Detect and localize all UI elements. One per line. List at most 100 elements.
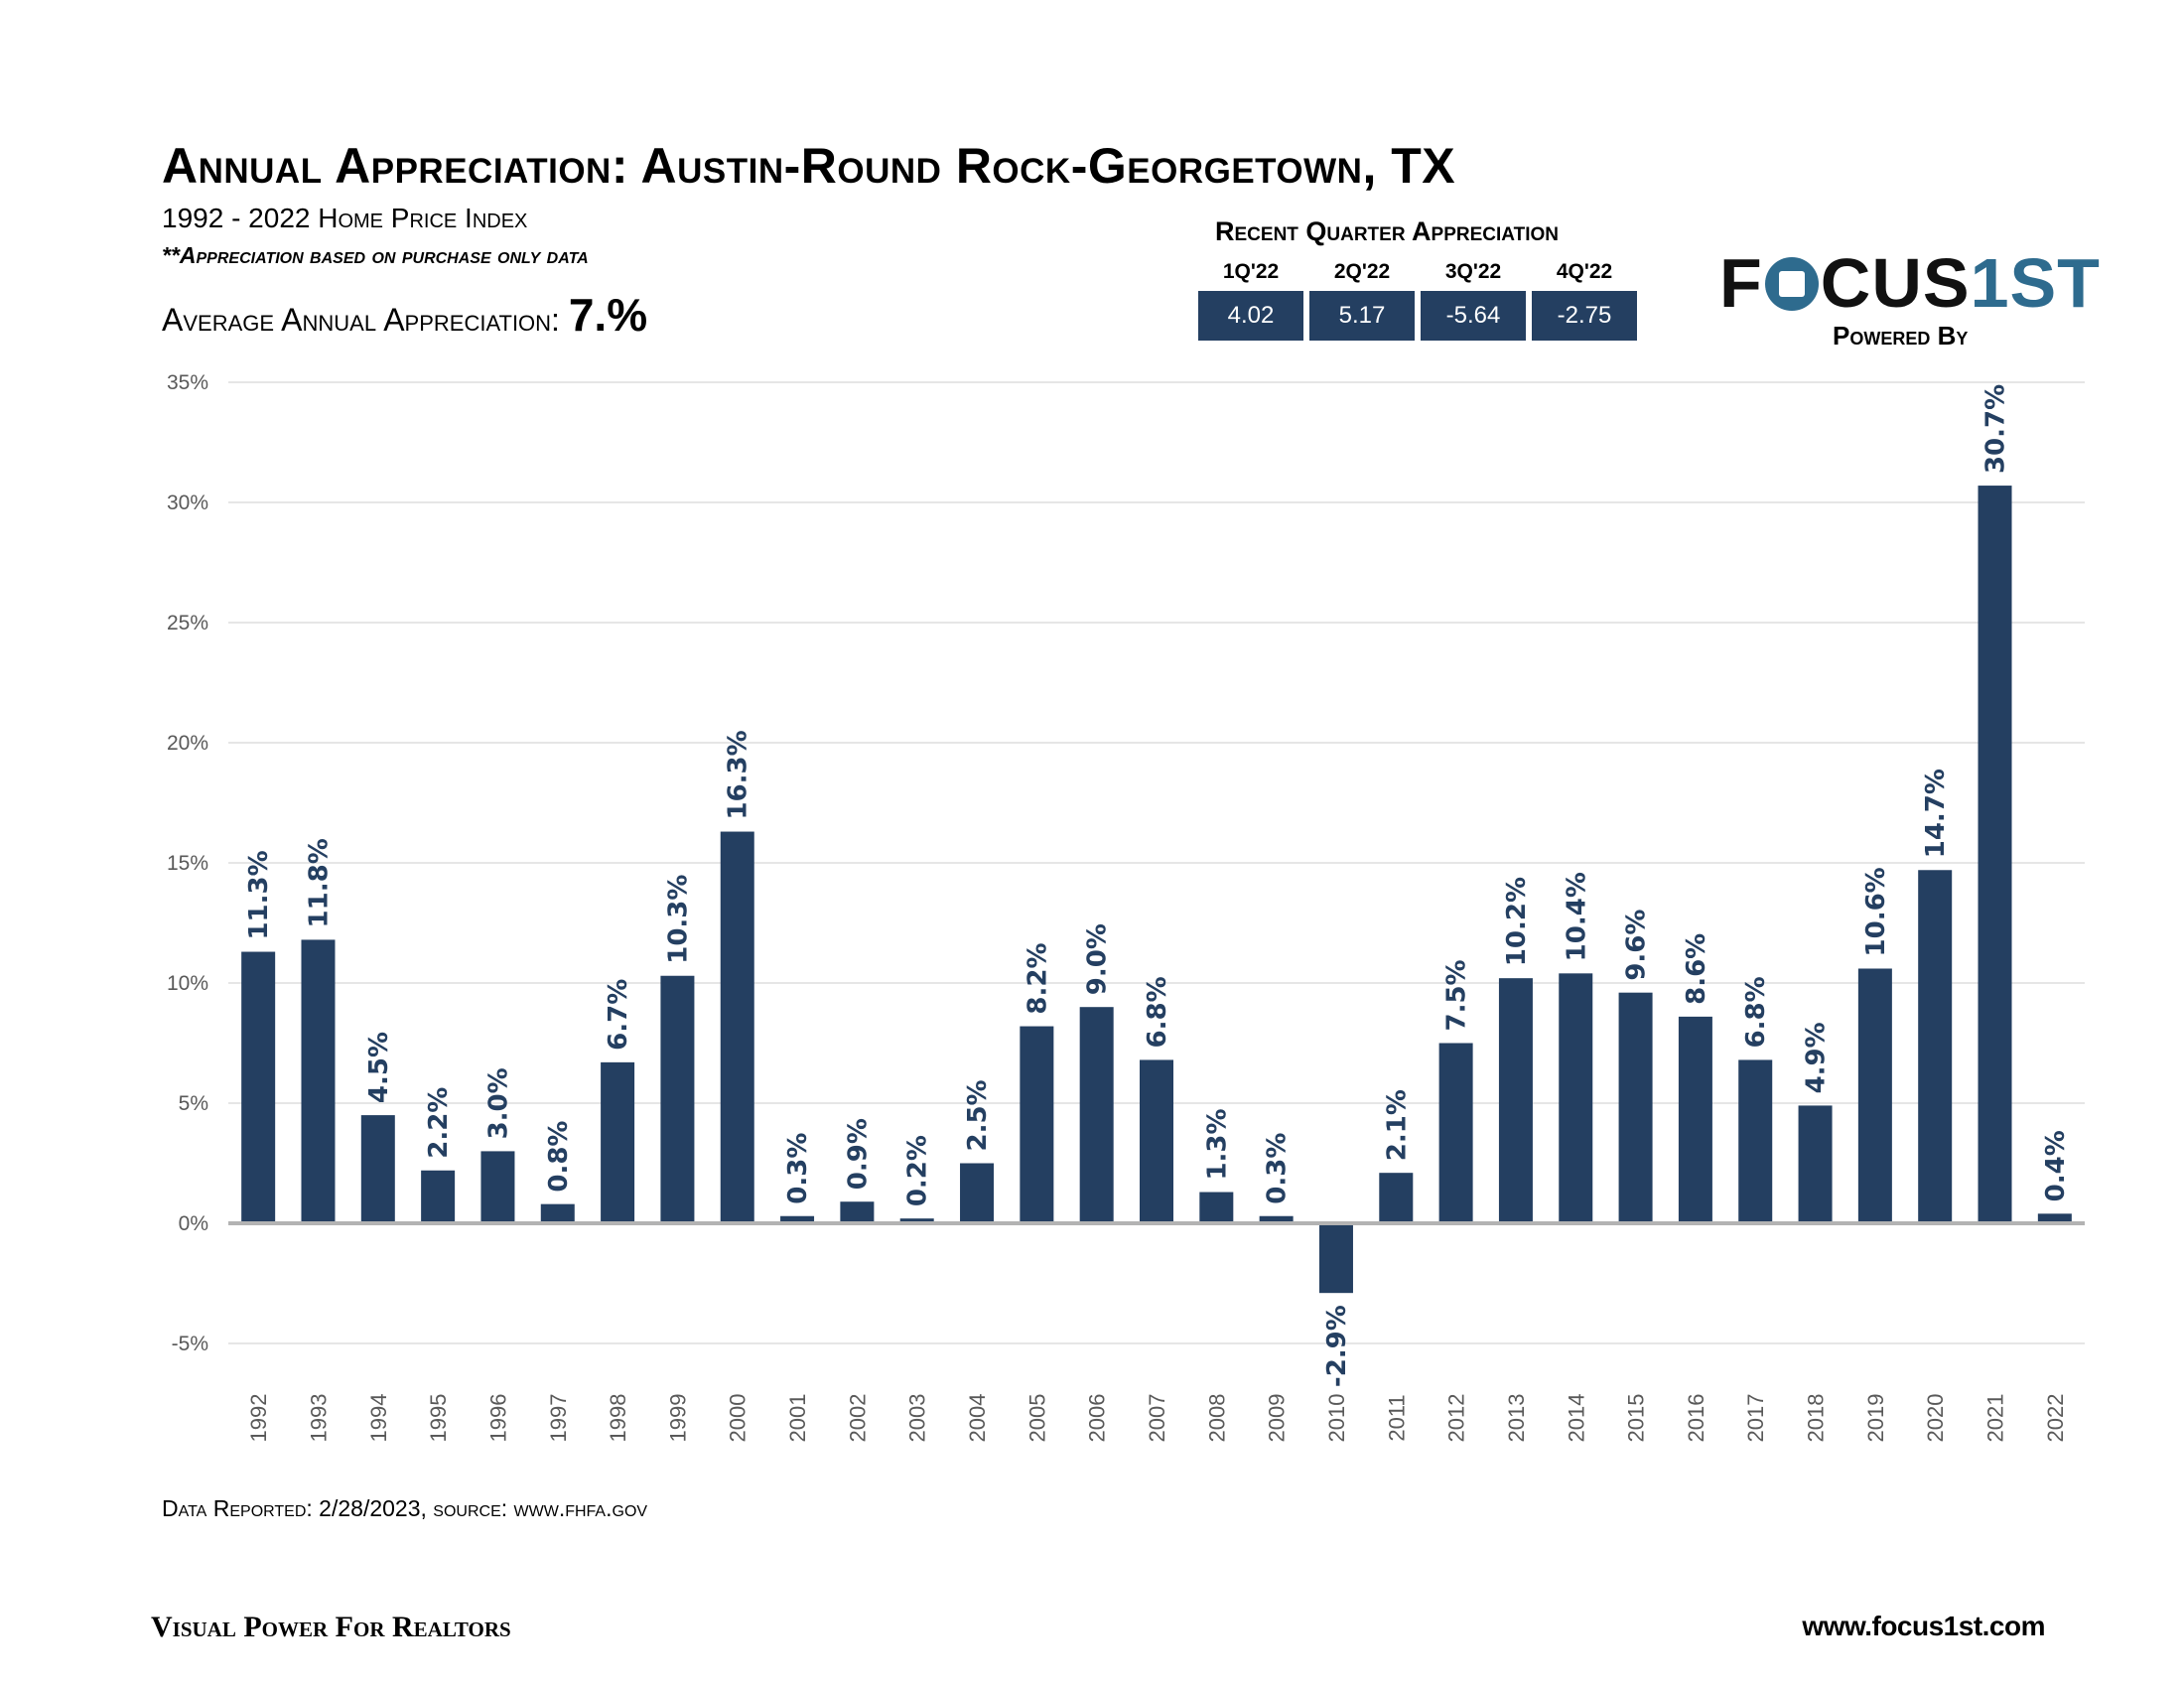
footer-tagline: Visual Power For Realtors bbox=[151, 1611, 511, 1643]
bar bbox=[1738, 1059, 1773, 1223]
x-tick-label: 1998 bbox=[606, 1394, 630, 1443]
data-label: 7.5% bbox=[1442, 959, 1472, 1031]
data-label: 6.7% bbox=[604, 979, 633, 1051]
quarter-value: 5.17 bbox=[1309, 291, 1415, 341]
x-tick-label: 2020 bbox=[1923, 1394, 1948, 1443]
bar bbox=[1618, 992, 1653, 1223]
x-tick-label: 2010 bbox=[1324, 1394, 1349, 1443]
x-tick-label: 2009 bbox=[1265, 1394, 1290, 1443]
x-tick-label: 2001 bbox=[785, 1394, 810, 1443]
x-tick-label: 2013 bbox=[1504, 1394, 1529, 1443]
data-label: 11.3% bbox=[244, 850, 274, 939]
bar bbox=[540, 1203, 575, 1223]
y-tick-label: 10% bbox=[167, 972, 208, 995]
x-tick-label: 2004 bbox=[965, 1394, 990, 1443]
x-tick-label: 2019 bbox=[1863, 1394, 1888, 1443]
footer-website: www.focus1st.com bbox=[1802, 1611, 2045, 1641]
quarter-label: 3Q'22 bbox=[1444, 260, 1502, 283]
data-label: 9.0% bbox=[1083, 923, 1113, 995]
bar bbox=[480, 1151, 515, 1223]
data-label: 11.8% bbox=[304, 838, 334, 927]
chart-title: Annual Appreciation: Austin-Round Rock-G… bbox=[162, 138, 1456, 194]
average-appreciation: Average Annual Appreciation: 7.% bbox=[162, 288, 647, 342]
bar bbox=[899, 1218, 934, 1223]
bar bbox=[421, 1170, 456, 1223]
x-tick-label: 1994 bbox=[366, 1394, 391, 1443]
bar bbox=[1079, 1007, 1114, 1223]
data-label: 0.2% bbox=[903, 1135, 933, 1206]
y-tick-label: 15% bbox=[167, 852, 208, 875]
data-label: 16.3% bbox=[724, 730, 753, 819]
bar bbox=[960, 1163, 995, 1223]
x-tick-label: 1995 bbox=[426, 1394, 451, 1443]
x-tick-label: 2000 bbox=[726, 1394, 751, 1443]
quarter-value: 4.02 bbox=[1198, 291, 1303, 341]
bar bbox=[1020, 1026, 1054, 1223]
bar bbox=[1199, 1192, 1234, 1223]
x-tick-label: 2002 bbox=[845, 1394, 870, 1443]
data-label: 0.4% bbox=[2041, 1130, 2071, 1201]
x-tick-label: 2014 bbox=[1564, 1394, 1588, 1443]
data-label: 4.9% bbox=[1802, 1022, 1832, 1093]
quarter-label: 1Q'22 bbox=[1222, 260, 1280, 283]
y-tick-label: 30% bbox=[167, 492, 208, 514]
data-label: 4.5% bbox=[364, 1032, 394, 1103]
data-label: 1.3% bbox=[1202, 1108, 1232, 1180]
data-label: 0.9% bbox=[843, 1118, 873, 1190]
bar bbox=[1857, 968, 1892, 1223]
y-tick-label: 25% bbox=[167, 612, 208, 634]
x-tick-label: 2003 bbox=[905, 1394, 930, 1443]
x-tick-label: 1993 bbox=[306, 1394, 331, 1443]
bar bbox=[720, 831, 754, 1223]
y-tick-label: 0% bbox=[179, 1212, 208, 1235]
bar bbox=[1379, 1173, 1414, 1223]
data-label: 2.2% bbox=[424, 1087, 454, 1159]
x-tick-label: 1997 bbox=[546, 1394, 571, 1443]
house-ring-icon bbox=[1764, 257, 1819, 311]
x-tick-label: 2007 bbox=[1145, 1394, 1169, 1443]
data-label: 8.6% bbox=[1682, 933, 1711, 1005]
data-label: 8.2% bbox=[1023, 942, 1052, 1014]
bar bbox=[1918, 870, 1953, 1223]
data-label: 0.8% bbox=[544, 1121, 574, 1193]
y-tick-label: -5% bbox=[172, 1333, 208, 1355]
x-tick-label: 1992 bbox=[246, 1394, 271, 1443]
data-label: -2.9% bbox=[1322, 1305, 1352, 1387]
bar bbox=[1678, 1016, 1712, 1223]
bar bbox=[660, 975, 695, 1223]
data-note: **Appreciation based on purchase only da… bbox=[162, 242, 589, 268]
bar bbox=[840, 1201, 875, 1223]
y-tick-label: 20% bbox=[167, 732, 208, 755]
bar bbox=[1140, 1059, 1173, 1223]
data-label: 6.8% bbox=[1741, 976, 1771, 1048]
x-tick-label: 1999 bbox=[665, 1394, 690, 1443]
y-tick-label: 5% bbox=[179, 1092, 208, 1115]
data-label: 10.3% bbox=[663, 875, 693, 964]
bar bbox=[2037, 1213, 2072, 1223]
data-label: 0.3% bbox=[783, 1133, 813, 1204]
chart-subtitle: 1992 - 2022 Home Price Index bbox=[162, 203, 528, 233]
bar bbox=[1798, 1105, 1833, 1223]
bar bbox=[780, 1215, 815, 1223]
x-tick-label: 2005 bbox=[1024, 1394, 1049, 1443]
data-label: 30.7% bbox=[1981, 384, 2011, 474]
bar bbox=[1318, 1223, 1353, 1294]
data-label: 14.7% bbox=[1921, 769, 1951, 858]
quarter-value: -2.75 bbox=[1532, 291, 1637, 341]
x-tick-label: 2021 bbox=[1983, 1394, 2008, 1443]
bar bbox=[1438, 1043, 1473, 1223]
x-tick-label: 2022 bbox=[2043, 1394, 2068, 1443]
bar bbox=[601, 1061, 635, 1223]
focus1st-logo: F CUS1ST bbox=[1719, 244, 2101, 322]
bar bbox=[1559, 973, 1593, 1223]
bar bbox=[1498, 978, 1533, 1223]
data-label: 10.4% bbox=[1562, 872, 1591, 961]
average-appreciation-label: Average Annual Appreciation: bbox=[162, 302, 560, 338]
x-tick-label: 2011 bbox=[1384, 1394, 1409, 1441]
data-label: 2.1% bbox=[1382, 1089, 1412, 1161]
bar bbox=[360, 1115, 395, 1223]
x-tick-label: 1996 bbox=[485, 1394, 510, 1443]
bar bbox=[241, 951, 276, 1223]
quarter-label: 4Q'22 bbox=[1556, 260, 1613, 283]
